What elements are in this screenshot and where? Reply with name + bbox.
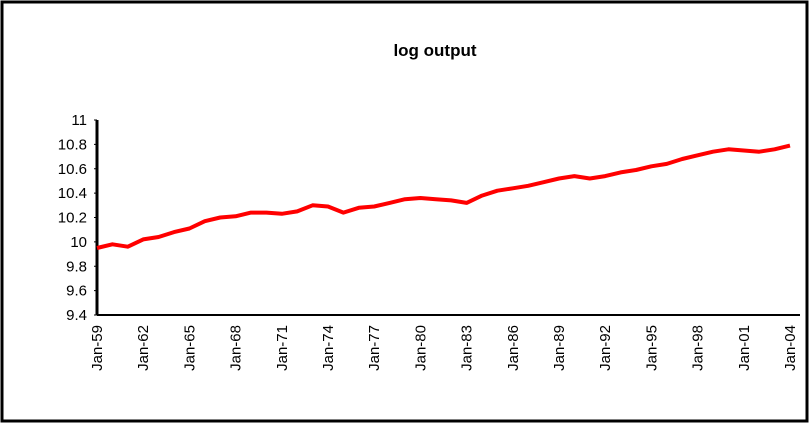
x-tick-label: Jan-01 bbox=[736, 325, 753, 371]
x-tick-label: Jan-92 bbox=[597, 325, 614, 371]
x-tick-label: Jan-68 bbox=[228, 325, 245, 371]
x-tick-label: Jan-71 bbox=[274, 325, 291, 371]
x-tick-label: Jan-89 bbox=[551, 325, 568, 371]
x-tick-label: Jan-77 bbox=[366, 325, 383, 371]
x-tick-label: Jan-04 bbox=[782, 325, 799, 371]
x-tick-label: Jan-74 bbox=[320, 325, 337, 371]
y-tick-label: 9.6 bbox=[66, 283, 87, 300]
x-tick-label: Jan-80 bbox=[412, 325, 429, 371]
y-tick-label: 11 bbox=[71, 112, 87, 129]
y-tick-label: 10 bbox=[70, 234, 87, 251]
x-tick-label: Jan-86 bbox=[505, 325, 522, 371]
x-tick-label: Jan-98 bbox=[690, 325, 707, 371]
x-tick-label: Jan-83 bbox=[459, 325, 476, 371]
x-tick-label: Jan-62 bbox=[135, 325, 152, 371]
chart-title: log output bbox=[393, 41, 476, 60]
x-tick-label: Jan-95 bbox=[643, 325, 660, 371]
x-tick-label: Jan-65 bbox=[181, 325, 198, 371]
y-tick-label: 10.4 bbox=[58, 185, 87, 202]
y-tick-label: 10.2 bbox=[58, 210, 87, 227]
y-tick-label: 9.4 bbox=[66, 307, 87, 324]
data-line bbox=[96, 143, 791, 250]
y-tick-label: 10.8 bbox=[58, 136, 87, 153]
y-tick-label: 9.8 bbox=[66, 258, 87, 275]
y-tick-label: 10.6 bbox=[58, 161, 87, 178]
x-tick-label: Jan-59 bbox=[89, 325, 106, 371]
